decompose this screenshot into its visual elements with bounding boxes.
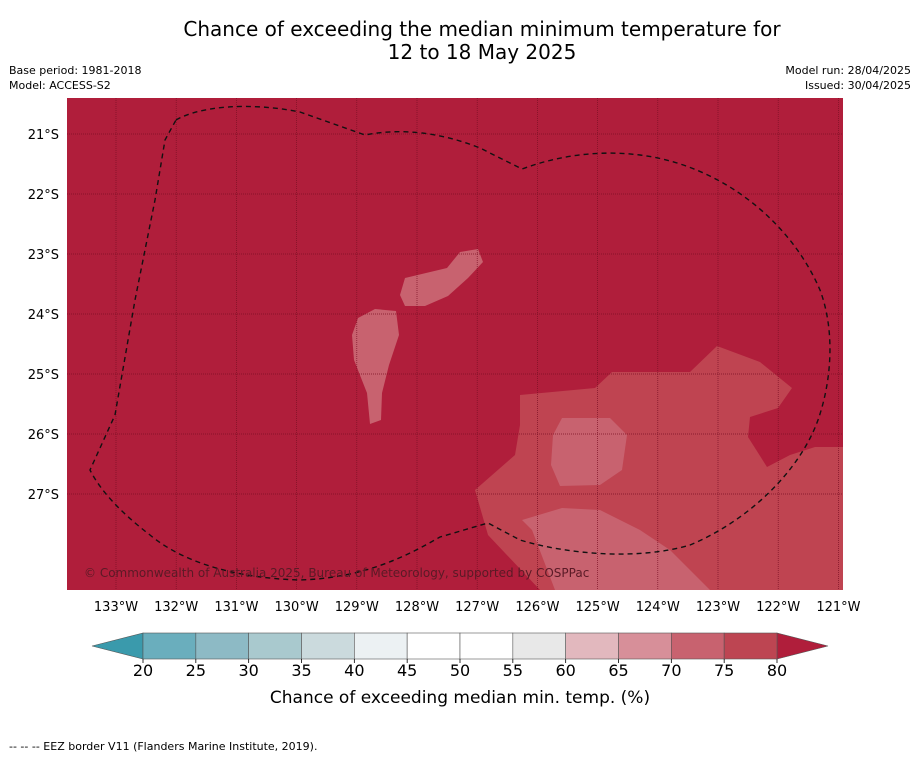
colorbar-swatch — [248, 632, 302, 660]
colorbar-swatch — [671, 632, 725, 660]
longitude-labels: 133°W 132°W 131°W 130°W 129°W 128°W 127°W 126°W… — [94, 600, 861, 615]
colorbar-tick-label: 35 — [291, 661, 311, 680]
colorbar-swatch — [301, 632, 355, 660]
map-panel: © Commonwealth of Australia 2025, Bureau… — [67, 98, 843, 590]
eez-border — [89, 105, 831, 581]
latitude-label: 24°S — [28, 308, 59, 323]
colorbar-tick-label: 45 — [397, 661, 417, 680]
colorbar-tick-label: 75 — [714, 661, 734, 680]
copyright-text: © Commonwealth of Australia 2025, Bureau… — [84, 566, 589, 580]
colorbar-title: Chance of exceeding median min. temp. (%… — [270, 688, 650, 708]
latitude-label: 25°S — [28, 368, 59, 383]
longitude-label: 122°W — [756, 600, 800, 615]
colorbar-swatch — [565, 632, 619, 660]
title-line-1: Chance of exceeding the median minimum t… — [183, 17, 781, 41]
colorbar: 20 25 30 35 40 45 50 55 60 65 70 75 80 — [91, 632, 829, 680]
latitude-label: 21°S — [28, 128, 59, 143]
longitude-label: 123°W — [696, 600, 740, 615]
shade-region-inner — [551, 418, 627, 486]
colorbar-tick-label: 50 — [450, 661, 470, 680]
longitude-label: 128°W — [395, 600, 439, 615]
longitude-label: 131°W — [214, 600, 258, 615]
latitude-label: 26°S — [28, 428, 59, 443]
latitude-label: 27°S — [28, 488, 59, 503]
colorbar-swatch — [618, 632, 672, 660]
model-name: Model: ACCESS-S2 — [9, 79, 111, 92]
shade-region-north-blob — [400, 249, 483, 306]
colorbar-tick-label: 25 — [186, 661, 206, 680]
colorbar-swatch — [723, 632, 778, 660]
longitude-label: 129°W — [335, 600, 379, 615]
colorbar-swatch — [195, 632, 249, 660]
longitude-label: 121°W — [816, 600, 860, 615]
longitude-label: 124°W — [636, 600, 680, 615]
colorbar-under-arrow — [91, 632, 144, 660]
longitude-label: 127°W — [455, 600, 499, 615]
run-info: Model run: 28/04/2025 Issued: 30/04/2025 — [785, 63, 911, 93]
map-gridlines — [67, 98, 843, 590]
eez-footnote: -- -- -- EEZ border V11 (Flanders Marine… — [9, 740, 318, 753]
issued-date: Issued: 30/04/2025 — [804, 79, 911, 92]
colorbar-tick-label: 70 — [661, 661, 681, 680]
chart-title: Chance of exceeding the median minimum t… — [0, 18, 919, 64]
colorbar-over-arrow — [776, 632, 829, 660]
longitude-label: 130°W — [275, 600, 319, 615]
colorbar-tick-label: 80 — [767, 661, 787, 680]
base-info: Base period: 1981-2018 Model: ACCESS-S2 — [9, 63, 141, 93]
colorbar-tick-label: 30 — [238, 661, 258, 680]
shade-region-island-blob — [352, 309, 399, 424]
colorbar-swatch — [459, 632, 514, 660]
colorbar-tick-label: 40 — [344, 661, 364, 680]
colorbar-tick-label: 20 — [133, 661, 153, 680]
longitude-label: 125°W — [576, 600, 620, 615]
longitude-label: 132°W — [154, 600, 198, 615]
colorbar-swatch — [142, 632, 197, 660]
latitude-label: 23°S — [28, 248, 59, 263]
colorbar-swatch — [354, 632, 408, 660]
shade-region-south — [522, 508, 710, 590]
model-run: Model run: 28/04/2025 — [785, 64, 911, 77]
longitude-label: 133°W — [94, 600, 138, 615]
latitude-label: 22°S — [28, 188, 59, 203]
title-line-2: 12 to 18 May 2025 — [387, 40, 577, 64]
colorbar-tick-label: 65 — [608, 661, 628, 680]
colorbar-tick-label: 55 — [503, 661, 523, 680]
colorbar-swatch — [406, 632, 461, 660]
latitude-labels: 21°S 22°S 23°S 24°S 25°S 26°S 27°S — [28, 128, 59, 503]
base-period: Base period: 1981-2018 — [9, 64, 142, 77]
colorbar-tick-label: 60 — [555, 661, 575, 680]
longitude-label: 126°W — [515, 600, 559, 615]
colorbar-swatch — [512, 632, 566, 660]
